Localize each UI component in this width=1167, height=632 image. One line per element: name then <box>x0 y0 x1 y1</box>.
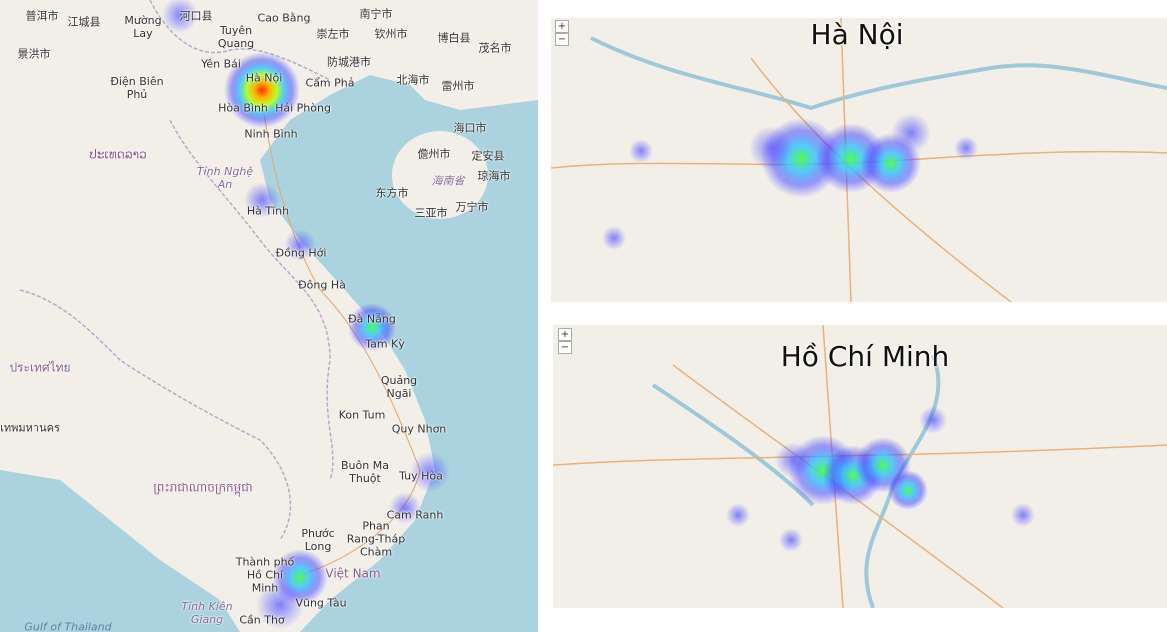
place-label: 琼海市 <box>477 169 511 183</box>
place-label: Phước Long <box>301 527 335 553</box>
place-label: 海口市 <box>453 121 487 135</box>
place-label: Đồng Hới <box>275 246 327 260</box>
map-base <box>553 325 1167 608</box>
place-label: Việt Nam <box>325 566 381 581</box>
place-label: Gulf of Thailand <box>24 620 112 632</box>
place-label: Thành phố Hồ Chí Minh <box>235 555 295 595</box>
place-label: 儋州市 <box>417 147 451 161</box>
map-base <box>0 0 538 632</box>
place-label: Điện Biên Phủ <box>110 75 164 101</box>
place-label: Cần Thơ <box>239 613 285 627</box>
place-label: 东方市 <box>375 186 409 200</box>
place-label: Tỉnh Kiên Giang <box>181 600 233 626</box>
place-label: 河口县 <box>179 9 213 23</box>
place-label: Mường Lay <box>124 14 162 40</box>
place-label: ປະເທດລາວ <box>89 147 147 162</box>
place-label: ព្រះរាជាណាចក្រកម្ពុជា <box>153 480 253 495</box>
place-label: Yên Bái <box>201 57 241 71</box>
vietnam-map[interactable]: 普洱市 江城县 河口县 Mường Lay Tuyên Quang Cao Bằng 崇左市… <box>0 0 538 632</box>
hcm-map[interactable]: + − Hồ Chí Minh <box>553 325 1167 608</box>
place-label: Hải Phòng <box>275 101 331 115</box>
place-label: 普洱市 <box>25 9 59 23</box>
place-label: Tam Kỳ <box>365 337 405 351</box>
place-label: 防城港市 <box>327 55 371 69</box>
place-label: 博白县 <box>437 31 471 45</box>
zoom-in[interactable]: + <box>558 328 572 341</box>
place-label: เทพมหานคร <box>0 421 60 435</box>
place-label: Cam Ranh <box>386 508 444 522</box>
place-label: Quảng Ngãi <box>380 374 418 400</box>
map-base <box>551 18 1167 302</box>
place-label: Tuy Hòa <box>399 469 443 483</box>
place-label: 海南省 <box>431 174 465 188</box>
map-title: Hồ Chí Minh <box>780 340 950 373</box>
place-label: Kon Tum <box>338 408 386 422</box>
place-label: Cao Bằng <box>257 11 311 25</box>
place-label: Cẩm Phả <box>305 76 355 90</box>
place-label: 江城县 <box>67 15 101 29</box>
zoom-in[interactable]: + <box>555 20 569 33</box>
place-label: 崇左市 <box>316 27 350 41</box>
place-label: Phan Rang-Tháp Chàm <box>346 519 406 559</box>
place-label: 雷州市 <box>441 79 475 93</box>
place-label: 景洪市 <box>17 47 51 61</box>
place-label: Tỉnh Nghệ An <box>196 165 254 191</box>
place-label: Tuyên Quang <box>217 24 255 50</box>
hanoi-map[interactable]: + − Hà Nội <box>551 18 1167 302</box>
place-label: 北海市 <box>396 73 430 87</box>
zoom-out[interactable]: − <box>558 341 572 354</box>
place-label: Hà Nội <box>245 71 283 85</box>
place-label: Vũng Tàu <box>295 596 347 610</box>
place-label: Buôn Ma Thuột <box>341 459 389 485</box>
place-label: Đông Hà <box>298 278 346 292</box>
place-label: Hà Tĩnh <box>246 204 290 218</box>
place-label: ประเทศไทย <box>9 360 71 375</box>
place-label: Quy Nhơn <box>391 422 447 436</box>
place-label: Ninh Bình <box>244 127 298 141</box>
place-label: Đà Nẵng <box>348 312 396 326</box>
place-label: 南宁市 <box>359 7 393 21</box>
place-label: 三亚市 <box>414 206 448 220</box>
map-title: Hà Nội <box>810 18 904 51</box>
zoom-out[interactable]: − <box>555 33 569 46</box>
place-label: 茂名市 <box>478 41 512 55</box>
place-label: 定安县 <box>471 149 505 163</box>
place-label: 钦州市 <box>374 27 408 41</box>
place-label: 万宁市 <box>455 200 489 214</box>
place-label: Hòa Bình <box>218 101 268 115</box>
